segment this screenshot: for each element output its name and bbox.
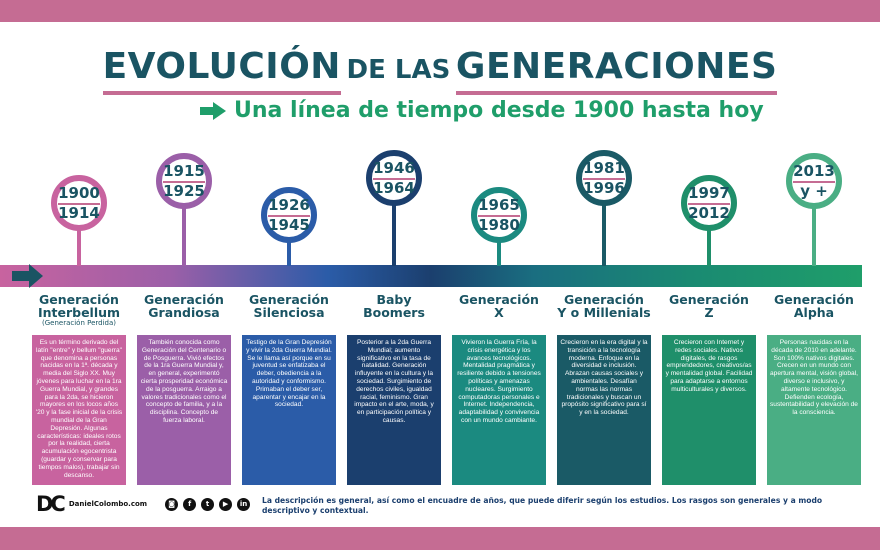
social-icons: ◙ f t ▶ in bbox=[165, 497, 251, 511]
arrow-right-icon bbox=[200, 101, 226, 120]
name-line-2: Interbellum bbox=[37, 305, 121, 320]
linkedin-icon[interactable]: in bbox=[237, 497, 251, 511]
end-year: 1964 bbox=[373, 178, 415, 197]
generation-name: Generación Z bbox=[654, 293, 764, 319]
generation-marker: 1946 1964 bbox=[344, 150, 444, 266]
generation-name: Generación Interbellum (Generación Perdi… bbox=[24, 293, 134, 328]
name-line-1: Generación bbox=[459, 292, 539, 307]
generation-description: Crecieron en la era digital y la transic… bbox=[557, 335, 651, 485]
disclaimer: La descripción es general, así como el e… bbox=[262, 496, 823, 515]
end-year: 2012 bbox=[688, 203, 730, 222]
start-year: 1915 bbox=[163, 162, 205, 183]
title-part-1: EVOLUCIÓN bbox=[102, 46, 341, 87]
top-band bbox=[0, 0, 880, 22]
generation-description: Personas nacidas en la década de 2010 en… bbox=[767, 335, 861, 485]
name-line-2: Boomers bbox=[363, 305, 425, 320]
marker-stem bbox=[707, 225, 711, 266]
name-line-2: Y o Millenials bbox=[557, 305, 651, 320]
name-line-1: Generación bbox=[144, 292, 224, 307]
page-title: EVOLUCIÓN DE LAS GENERACIONES bbox=[0, 46, 880, 87]
generation-marker: 1965 1980 bbox=[449, 187, 549, 266]
facebook-icon[interactable]: f bbox=[183, 497, 197, 511]
marker-stem bbox=[287, 237, 291, 266]
name-line-2: X bbox=[494, 305, 504, 320]
name-line-2: Grandiosa bbox=[148, 305, 220, 320]
start-year: 2013 bbox=[793, 162, 835, 183]
marker-stem bbox=[602, 200, 606, 266]
start-year: 1965 bbox=[478, 196, 520, 217]
generation-marker: 1926 1945 bbox=[239, 187, 339, 266]
generation-description: Crecieron con Internet y redes sociales.… bbox=[662, 335, 756, 485]
generation-description: Testigo de la Gran Depresión y vivir la … bbox=[242, 335, 336, 485]
generation-name: Baby Boomers bbox=[339, 293, 449, 319]
generation-marker: 1981 1996 bbox=[554, 150, 654, 266]
start-year: 1946 bbox=[373, 159, 415, 180]
generation-marker: 1900 1914 bbox=[29, 175, 129, 266]
start-year: 1997 bbox=[688, 184, 730, 205]
generation-name: Generación Y o Millenials bbox=[549, 293, 659, 319]
year-circle: 1900 1914 bbox=[51, 175, 107, 231]
name-note: (Generación Perdida) bbox=[42, 319, 116, 327]
generation-description: También conocida como Generación del Cen… bbox=[137, 335, 231, 485]
title-part-3: GENERACIONES bbox=[455, 46, 778, 87]
name-line-1: Generación bbox=[669, 292, 749, 307]
year-circle: 1997 2012 bbox=[681, 175, 737, 231]
generation-name: Generación Alpha bbox=[759, 293, 869, 319]
name-line-1: Generación bbox=[249, 292, 329, 307]
year-circle: 2013 y + bbox=[786, 153, 842, 209]
start-year: 1900 bbox=[58, 184, 100, 205]
youtube-icon[interactable]: ▶ bbox=[219, 497, 233, 511]
timeline-bar bbox=[0, 265, 862, 287]
marker-stem bbox=[497, 237, 501, 266]
generation-marker: 2013 y + bbox=[764, 153, 864, 266]
name-line-2: Alpha bbox=[793, 305, 835, 320]
generation-description: Posterior a la 2da Guerra Mundial; aumen… bbox=[347, 335, 441, 485]
name-line-2: Silenciosa bbox=[253, 305, 325, 320]
year-circle: 1926 1945 bbox=[261, 187, 317, 243]
end-year: 1945 bbox=[268, 215, 310, 234]
start-year: 1981 bbox=[583, 159, 625, 180]
subtitle: Una línea de tiempo desde 1900 hasta hoy bbox=[200, 98, 764, 123]
generation-marker: 1997 2012 bbox=[659, 175, 759, 266]
timeline-arrow-icon bbox=[12, 264, 44, 288]
marker-stem bbox=[182, 203, 186, 266]
name-line-1: Generación bbox=[774, 292, 854, 307]
site-link[interactable]: DanielColombo.com bbox=[68, 500, 148, 508]
end-year: y + bbox=[800, 181, 828, 200]
generation-name: Generación Silenciosa bbox=[234, 293, 344, 319]
title-part-2: DE LAS bbox=[346, 55, 451, 85]
generation-name: Generación X bbox=[444, 293, 554, 319]
generation-name: Generación Grandiosa bbox=[129, 293, 239, 319]
generation-description: Es un término derivado del latín "entre"… bbox=[32, 335, 126, 485]
generation-description: Vivieron la Guerra Fría, la crisis energ… bbox=[452, 335, 546, 485]
marker-stem bbox=[392, 200, 396, 266]
name-line-1: Baby bbox=[376, 292, 412, 307]
name-line-2: Z bbox=[704, 305, 714, 320]
logo: DC bbox=[36, 492, 66, 516]
name-line-1: Generación bbox=[564, 292, 644, 307]
marker-stem bbox=[77, 225, 81, 266]
bottom-band bbox=[0, 527, 880, 550]
subtitle-text: Una línea de tiempo desde 1900 hasta hoy bbox=[234, 98, 764, 123]
year-circle: 1965 1980 bbox=[471, 187, 527, 243]
end-year: 1980 bbox=[478, 215, 520, 234]
end-year: 1914 bbox=[58, 203, 100, 222]
footer: DC DanielColombo.com ◙ f t ▶ in bbox=[36, 492, 251, 516]
year-circle: 1981 1996 bbox=[576, 150, 632, 206]
year-circle: 1946 1964 bbox=[366, 150, 422, 206]
twitter-icon[interactable]: t bbox=[201, 497, 215, 511]
year-circle: 1915 1925 bbox=[156, 153, 212, 209]
end-year: 1996 bbox=[583, 178, 625, 197]
name-line-1: Generación bbox=[39, 292, 119, 307]
end-year: 1925 bbox=[163, 181, 205, 200]
start-year: 1926 bbox=[268, 196, 310, 217]
marker-stem bbox=[812, 203, 816, 266]
generation-marker: 1915 1925 bbox=[134, 153, 234, 266]
instagram-icon[interactable]: ◙ bbox=[165, 497, 179, 511]
